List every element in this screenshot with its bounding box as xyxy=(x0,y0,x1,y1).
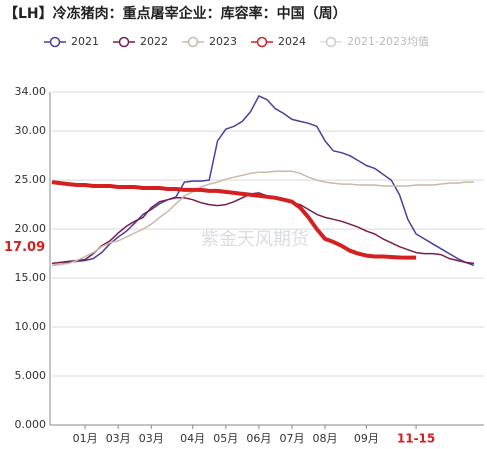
series-line xyxy=(51,180,417,260)
x-tick-label: 04月 xyxy=(180,432,205,445)
x-tick-label: 08月 xyxy=(313,432,338,445)
x-tick-label: 03月 xyxy=(106,432,131,445)
legend-label: 2024 xyxy=(278,35,306,48)
legend-marker xyxy=(118,36,130,48)
y-tick-label: 34.00 xyxy=(15,85,47,98)
x-tick-label: 05月 xyxy=(213,432,238,445)
series-line xyxy=(51,170,474,267)
legend-marker xyxy=(187,36,199,48)
legend-label: 2022 xyxy=(140,35,168,48)
y-tick-label: 5.000 xyxy=(15,369,47,382)
x-tick-label: 06月 xyxy=(246,432,271,445)
x-tick-label: 01月 xyxy=(73,432,98,445)
x-tick-label: 03月 xyxy=(139,432,164,445)
y-tick-label: 15.00 xyxy=(15,271,47,284)
x-tick-label: 11-15 xyxy=(397,432,435,446)
legend-label: 2021 xyxy=(71,35,99,48)
y-tick-label: 10.00 xyxy=(15,320,47,333)
y-tick-label: 25.00 xyxy=(15,173,47,186)
legend-marker xyxy=(325,36,337,48)
legend-label: 2021-2023均值 xyxy=(347,35,429,48)
series-line xyxy=(51,95,475,267)
legend-marker xyxy=(49,36,61,48)
y-tick-label: 30.00 xyxy=(15,124,47,137)
x-tick-label: 07月 xyxy=(279,432,304,445)
y-tick-label: 0.000 xyxy=(15,418,47,431)
watermark: 紫金天风期货 xyxy=(201,229,309,250)
x-tick-label: 09月 xyxy=(354,432,379,445)
y-tick-label: 20.00 xyxy=(15,222,47,235)
chart-title: 【LH】冷冻猪肉：重点屠宰企业：库容率：中国（周） xyxy=(4,5,347,22)
legend-marker xyxy=(256,36,268,48)
annotation: 17.09 xyxy=(4,240,45,255)
legend-label: 2023 xyxy=(209,35,237,48)
